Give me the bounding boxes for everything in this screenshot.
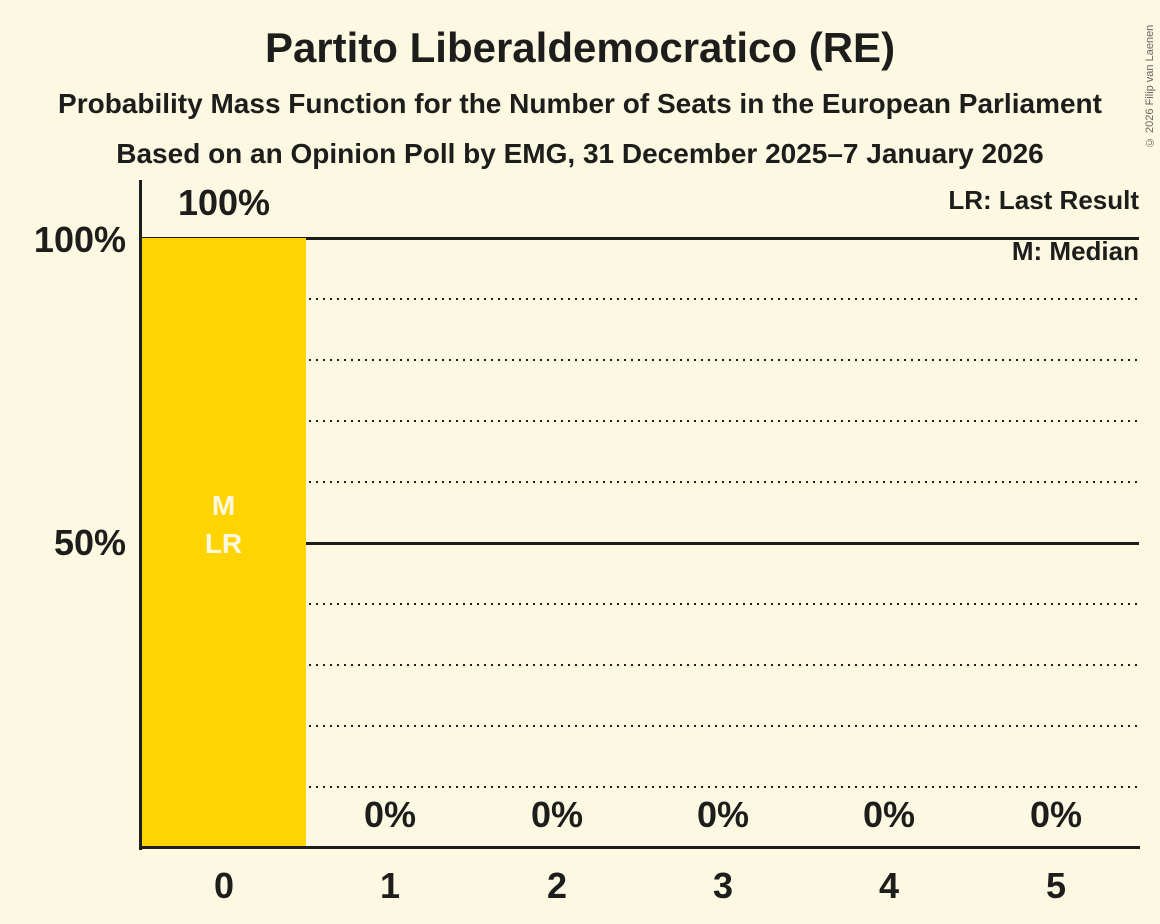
bar-0-markers: M LR [141,487,306,563]
x-axis-line [139,846,1140,849]
x-tick-0: 0 [213,865,235,906]
x-tick-3: 3 [712,865,734,906]
value-label-3: 0% [696,794,750,835]
x-tick-5: 5 [1045,865,1067,906]
gridline-100 [141,237,1139,240]
bar-seats-0 [141,238,306,846]
median-marker: M [211,490,236,521]
gridline-40 [141,603,1139,605]
gridline-90 [141,298,1139,300]
poll-info-subtitle: Based on an Opinion Poll by EMG, 31 Dece… [116,138,1044,169]
gridline-10 [141,786,1139,788]
gridline-70 [141,420,1139,422]
y-axis-label-50: 50% [53,522,126,563]
legend-median: M: Median [1011,236,1139,266]
y-axis-line [139,180,142,850]
gridline-80 [141,359,1139,361]
value-label-0: 100% [177,182,271,223]
chart-subtitle: Probability Mass Function for the Number… [58,88,1102,119]
gridline-60 [141,481,1139,483]
x-tick-4: 4 [878,865,900,906]
gridline-20 [141,725,1139,727]
page-title: Partito Liberaldemocratico (RE) [264,24,896,71]
value-label-5: 0% [1029,794,1083,835]
plot-area [141,237,1139,848]
last-result-marker: LR [204,528,243,559]
gridline-30 [141,664,1139,666]
y-axis-label-100: 100% [33,219,126,260]
gridline-50 [141,542,1139,545]
legend-last-result: LR: Last Result [948,185,1139,215]
value-label-1: 0% [363,794,417,835]
copyright-notice: © 2026 Filip van Laenen [1144,24,1156,148]
x-tick-2: 2 [546,865,568,906]
value-label-2: 0% [530,794,584,835]
x-tick-1: 1 [379,865,401,906]
value-label-4: 0% [862,794,916,835]
